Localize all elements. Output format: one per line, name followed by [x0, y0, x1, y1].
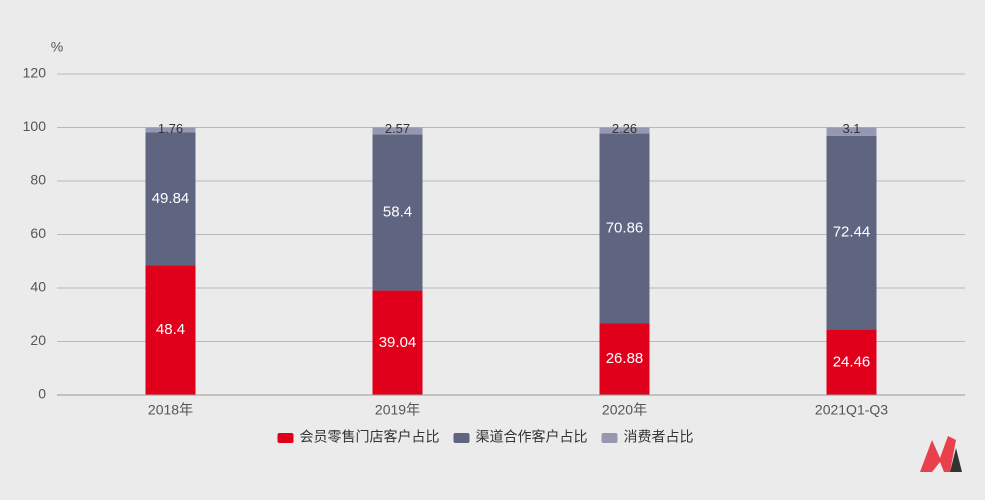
bar-segment — [145, 265, 196, 395]
data-label: 72.44 — [833, 224, 871, 241]
y-tick-label: 40 — [30, 279, 46, 295]
y-tick-label: 0 — [38, 386, 46, 402]
x-tick-label: 2020年 — [602, 402, 647, 418]
y-tick-label: 120 — [23, 65, 47, 81]
bar-segment — [599, 133, 650, 324]
y-tick-label: 20 — [30, 332, 46, 348]
data-label: 49.84 — [152, 190, 190, 207]
y-tick-label: 80 — [30, 172, 46, 188]
legend-swatch — [601, 433, 618, 443]
y-axis-label: % — [51, 39, 63, 55]
bar-segment — [145, 132, 196, 266]
bar-segment — [372, 290, 423, 395]
logo — [920, 436, 962, 472]
y-tick-label: 60 — [30, 225, 46, 241]
data-label: 58.4 — [383, 203, 412, 220]
bar-segment — [372, 134, 423, 291]
data-label: 3.1 — [842, 121, 860, 136]
x-tick-label: 2018年 — [148, 402, 193, 418]
data-label: 24.46 — [833, 353, 871, 370]
data-label: 2.26 — [612, 121, 637, 136]
data-label: 39.04 — [379, 334, 417, 351]
bar-segment — [599, 127, 650, 134]
data-label: 1.76 — [158, 121, 183, 136]
x-tick-label: 2021Q1-Q3 — [815, 402, 888, 418]
data-label: 2.57 — [385, 121, 410, 136]
data-label: 70.86 — [606, 219, 644, 236]
bar-segment — [372, 127, 423, 135]
bar-segment — [145, 127, 196, 133]
bar-segment — [826, 135, 877, 330]
legend-label: 消费者占比 — [624, 429, 694, 445]
legend-swatch — [453, 433, 470, 443]
y-tick-label: 100 — [23, 118, 47, 134]
legend-swatch — [277, 433, 294, 443]
legend-label: 渠道合作客户占比 — [476, 429, 588, 445]
bar-segment — [826, 329, 877, 395]
bar-segment — [826, 127, 877, 136]
x-tick-label: 2019年 — [375, 402, 420, 418]
legend-label: 会员零售门店客户占比 — [300, 429, 440, 445]
data-label: 26.88 — [606, 350, 644, 367]
bar-segment — [599, 323, 650, 395]
data-label: 48.4 — [156, 321, 185, 338]
